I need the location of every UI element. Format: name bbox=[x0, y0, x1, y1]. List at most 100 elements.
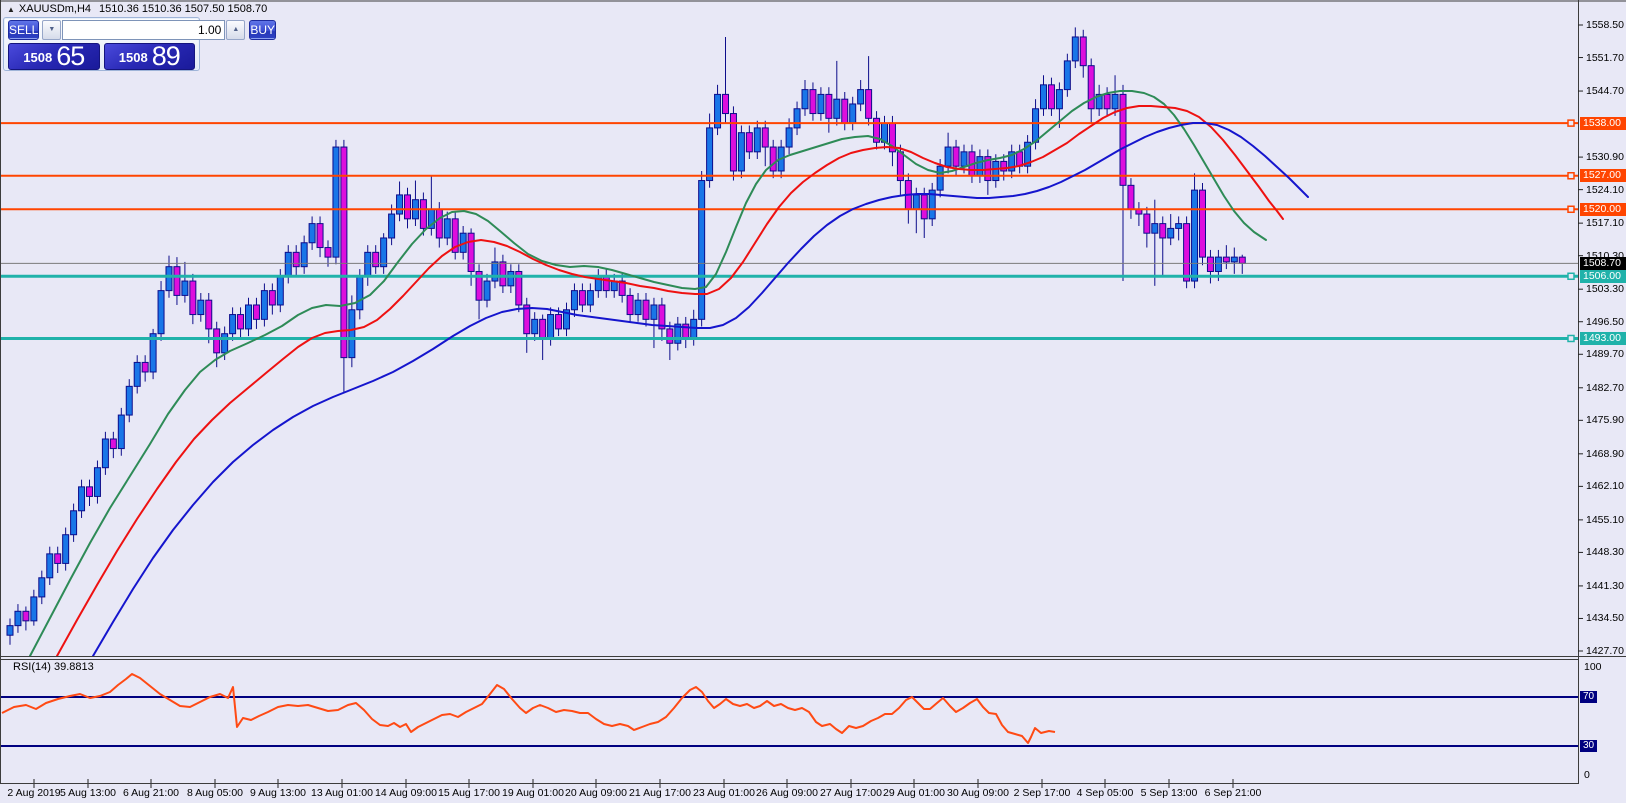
time-axis-label: 4 Sep 05:00 bbox=[1076, 787, 1134, 799]
candle-body bbox=[316, 223, 324, 249]
candle-body bbox=[46, 553, 54, 579]
hline-handle[interactable] bbox=[1567, 172, 1575, 180]
hline-handle[interactable] bbox=[1567, 334, 1575, 343]
candle-body bbox=[578, 290, 586, 306]
candle-body bbox=[62, 534, 70, 564]
candle-body bbox=[284, 251, 292, 277]
candle-body bbox=[189, 280, 197, 316]
candle-body bbox=[117, 414, 125, 450]
price-tick-label: 1482.70 bbox=[1586, 381, 1624, 394]
price-line-label: 1538.00 bbox=[1580, 116, 1626, 130]
candle-body bbox=[260, 290, 268, 320]
price-tick-label: 1517.10 bbox=[1586, 217, 1624, 230]
time-axis-label: 6 Aug 21:00 bbox=[122, 787, 180, 799]
buy-button[interactable]: BUY bbox=[249, 20, 277, 40]
candle-body bbox=[952, 146, 960, 167]
price-tick-label: 1434.50 bbox=[1586, 612, 1624, 625]
candle-body bbox=[737, 132, 745, 172]
candle-body bbox=[825, 93, 833, 119]
candle-body bbox=[1063, 60, 1071, 91]
time-axis-label: 8 Aug 05:00 bbox=[186, 787, 244, 799]
price-line-label: 1520.00 bbox=[1580, 202, 1626, 216]
rsi-level-70-label: 70 bbox=[1580, 691, 1597, 703]
rsi-level-30-label: 30 bbox=[1580, 740, 1597, 752]
time-axis-label: 6 Sep 21:00 bbox=[1204, 787, 1262, 799]
candle-body bbox=[563, 309, 570, 330]
candle-body bbox=[698, 180, 706, 320]
volume-decrease-icon[interactable]: ▼ bbox=[42, 20, 62, 40]
candle-body bbox=[22, 610, 30, 622]
candle-body bbox=[1238, 256, 1246, 264]
candle-body bbox=[1095, 93, 1103, 110]
rsi-scale-min: 0 bbox=[1584, 769, 1590, 781]
time-axis-label: 5 Aug 13:00 bbox=[59, 787, 117, 799]
candle-body bbox=[634, 299, 642, 316]
time-axis-label: 26 Aug 09:00 bbox=[756, 787, 818, 799]
hline-handle[interactable] bbox=[1567, 272, 1575, 281]
candle-body bbox=[1175, 223, 1183, 229]
candle-body bbox=[6, 625, 14, 636]
candle-body bbox=[650, 304, 658, 320]
price-tick-label: 1468.90 bbox=[1586, 447, 1624, 460]
candle-body bbox=[197, 299, 205, 316]
candle-body bbox=[1143, 213, 1151, 234]
candle-body bbox=[992, 160, 1000, 182]
candle-body bbox=[380, 237, 388, 268]
candle-body bbox=[1032, 108, 1040, 143]
candle-body bbox=[237, 314, 245, 330]
candle-body bbox=[245, 304, 252, 330]
candle-body bbox=[523, 304, 531, 335]
price-tick-label: 1462.10 bbox=[1586, 480, 1624, 493]
hline-handle[interactable] bbox=[1567, 205, 1575, 214]
candle-body bbox=[555, 314, 563, 330]
volume-stepper: ▼ ▲ bbox=[42, 20, 246, 40]
candle-body bbox=[86, 486, 93, 497]
one-click-trading-widget: SELL ▼ ▲ BUY 1508 65 1508 89 bbox=[3, 17, 277, 71]
candle-body bbox=[865, 89, 873, 119]
candle-body bbox=[1199, 189, 1206, 258]
candle-body bbox=[1055, 89, 1063, 110]
candle-body bbox=[1127, 184, 1135, 210]
candle-body bbox=[388, 213, 396, 239]
rsi-indicator-label: RSI(14) 39.8813 bbox=[13, 661, 94, 673]
candle-body bbox=[348, 309, 356, 359]
candle-body bbox=[78, 486, 86, 512]
price-tick-label: 1551.70 bbox=[1586, 51, 1624, 64]
candle-body bbox=[435, 208, 443, 239]
candle-body bbox=[133, 361, 141, 387]
candle-body bbox=[356, 275, 364, 311]
candle-body bbox=[586, 290, 594, 306]
sell-price-panel[interactable]: 1508 65 bbox=[8, 43, 100, 70]
time-axis-label: 14 Aug 09:00 bbox=[375, 787, 437, 799]
price-line-label: 1527.00 bbox=[1580, 169, 1626, 183]
candle-body bbox=[849, 103, 857, 124]
candle-body bbox=[570, 290, 578, 311]
ma-blue-jaw bbox=[92, 122, 1309, 657]
candle-body bbox=[1230, 256, 1238, 263]
candle-body bbox=[213, 328, 221, 354]
candle-body bbox=[626, 294, 634, 316]
volume-input[interactable] bbox=[62, 20, 226, 40]
candle-body bbox=[1008, 151, 1016, 172]
price-tick-label: 1489.70 bbox=[1586, 348, 1624, 361]
hline-handle[interactable] bbox=[1567, 119, 1575, 127]
symbol-timeframe-label: XAUUSDm,H4 bbox=[18, 3, 92, 15]
candle-body bbox=[936, 165, 944, 191]
buy-price-pips: 89 bbox=[151, 43, 181, 70]
candle-body bbox=[165, 266, 173, 292]
candle-body bbox=[706, 127, 714, 182]
candle-body bbox=[1222, 256, 1230, 263]
collapse-icon[interactable]: ▲ bbox=[7, 5, 15, 14]
volume-increase-icon[interactable]: ▲ bbox=[226, 20, 246, 40]
sell-button[interactable]: SELL bbox=[8, 20, 40, 40]
candle-body bbox=[809, 89, 817, 115]
candle-body bbox=[157, 290, 165, 335]
candle-body bbox=[1206, 256, 1214, 272]
price-tick-label: 1503.30 bbox=[1586, 283, 1624, 296]
candle-body bbox=[666, 328, 674, 344]
candle-body bbox=[38, 577, 46, 598]
candle-body bbox=[1183, 223, 1191, 282]
candle-body bbox=[745, 132, 753, 153]
buy-price-panel[interactable]: 1508 89 bbox=[103, 43, 195, 70]
